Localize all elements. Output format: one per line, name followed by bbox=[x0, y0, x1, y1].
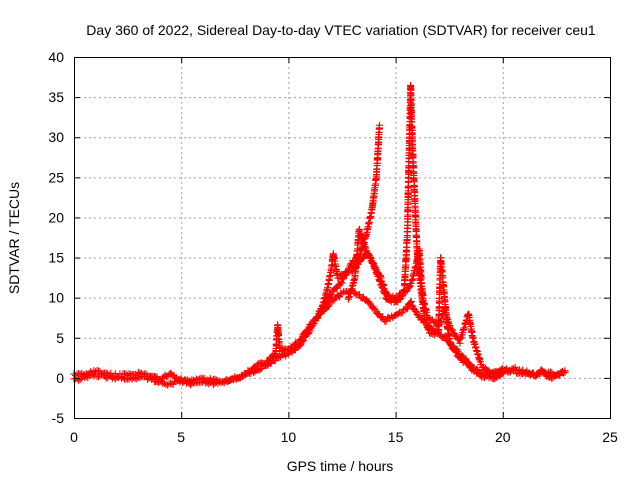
x-tick-label: 25 bbox=[602, 429, 618, 445]
x-tick-label: 0 bbox=[70, 429, 78, 445]
data-point-marker bbox=[199, 378, 207, 386]
data-point-marker bbox=[99, 371, 107, 379]
data-point-marker bbox=[430, 331, 438, 338]
data-point-marker bbox=[407, 297, 415, 305]
data-point-marker bbox=[453, 348, 460, 355]
y-tick-labels: -5 0 5 10 15 20 25 30 35 40 bbox=[48, 49, 64, 426]
data-point-marker bbox=[380, 289, 388, 297]
data-point-marker bbox=[408, 301, 416, 309]
data-point-marker bbox=[376, 121, 383, 129]
data-point-marker bbox=[226, 376, 234, 384]
data-point-marker bbox=[76, 376, 84, 383]
data-point-marker bbox=[379, 284, 387, 292]
x-tick-label: 15 bbox=[388, 429, 404, 445]
series-track-d bbox=[344, 81, 507, 383]
data-point-marker bbox=[382, 317, 390, 325]
data-point-marker bbox=[374, 272, 382, 280]
x-tick-labels: 0 5 10 15 20 25 bbox=[70, 429, 618, 445]
data-point-marker bbox=[485, 374, 493, 382]
data-point-marker bbox=[376, 277, 383, 285]
x-axis-label: GPS time / hours bbox=[287, 458, 394, 474]
data-point-marker bbox=[187, 381, 195, 389]
data-point-marker bbox=[88, 371, 96, 379]
data-point-marker bbox=[87, 371, 95, 379]
data-point-marker bbox=[370, 305, 378, 313]
y-tick-label: 30 bbox=[48, 129, 64, 145]
data-point-marker bbox=[479, 373, 487, 381]
y-tick-label: 0 bbox=[56, 370, 64, 386]
data-point-marker bbox=[561, 367, 569, 375]
data-point-marker bbox=[371, 306, 379, 314]
data-point-marker bbox=[116, 373, 124, 381]
data-point-marker bbox=[399, 291, 407, 299]
data-point-marker bbox=[338, 279, 346, 287]
data-point-marker bbox=[264, 357, 272, 365]
y-tick-label: 15 bbox=[48, 250, 64, 266]
data-point-marker bbox=[407, 298, 415, 306]
data-point-marker bbox=[107, 373, 115, 380]
x-tick-label: 10 bbox=[281, 429, 297, 445]
y-tick-label: 10 bbox=[48, 290, 64, 306]
x-tick-label: 20 bbox=[495, 429, 511, 445]
data-point-marker bbox=[556, 371, 564, 379]
y-tick-label: 40 bbox=[48, 49, 64, 65]
data-point-marker bbox=[367, 253, 375, 261]
data-point-marker bbox=[163, 381, 171, 389]
data-point-marker bbox=[104, 374, 112, 381]
data-point-marker bbox=[407, 280, 415, 287]
data-point-marker bbox=[396, 296, 404, 304]
data-point-marker bbox=[194, 379, 202, 387]
y-tick-label: -5 bbox=[52, 410, 65, 426]
data-point-marker bbox=[381, 290, 389, 298]
grid-lines bbox=[74, 57, 610, 418]
data-point-marker bbox=[369, 259, 377, 267]
plot-frame bbox=[74, 57, 611, 419]
data-series bbox=[70, 81, 569, 389]
data-point-marker bbox=[422, 317, 430, 325]
x-tick-label: 5 bbox=[177, 429, 185, 445]
y-tick-label: 35 bbox=[48, 89, 64, 105]
data-point-marker bbox=[560, 368, 568, 376]
y-tick-label: 20 bbox=[48, 209, 64, 225]
data-point-marker bbox=[398, 309, 406, 317]
data-point-marker bbox=[499, 370, 507, 378]
chart-title: Day 360 of 2022, Sidereal Day-to-day VTE… bbox=[86, 22, 596, 38]
data-point-marker bbox=[355, 291, 363, 299]
data-point-marker bbox=[297, 335, 305, 343]
data-point-marker bbox=[379, 313, 387, 321]
y-axis-label: SDTVAR / TECUs bbox=[6, 182, 22, 294]
data-point-marker bbox=[133, 375, 141, 383]
data-point-marker bbox=[303, 327, 311, 335]
data-point-marker bbox=[425, 325, 433, 333]
data-point-marker bbox=[335, 274, 343, 282]
data-point-marker bbox=[217, 378, 225, 386]
data-point-marker bbox=[111, 375, 119, 383]
data-point-marker bbox=[398, 292, 406, 300]
data-point-marker bbox=[119, 374, 127, 382]
data-point-marker bbox=[214, 379, 222, 387]
data-point-marker bbox=[449, 326, 456, 334]
data-point-marker bbox=[510, 365, 517, 373]
data-point-marker bbox=[223, 378, 231, 385]
data-point-marker bbox=[440, 333, 448, 341]
data-point-marker bbox=[408, 276, 416, 284]
y-tick-label: 5 bbox=[56, 330, 64, 346]
data-point-marker bbox=[131, 374, 139, 382]
data-point-marker bbox=[208, 378, 216, 386]
data-point-marker bbox=[160, 379, 168, 387]
data-point-marker bbox=[403, 305, 411, 313]
data-point-marker bbox=[108, 374, 116, 382]
y-tick-label: 25 bbox=[48, 169, 64, 185]
data-point-marker bbox=[337, 278, 345, 286]
axis-ticks bbox=[74, 57, 611, 419]
